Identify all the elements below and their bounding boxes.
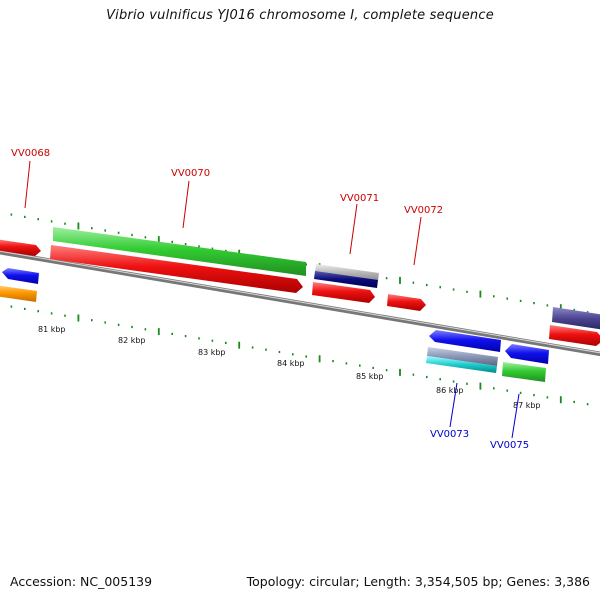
label-leaders bbox=[24, 160, 520, 439]
kbp-scale: 81 kbp 82 kbp 83 kbp 84 kbp 85 kbp 86 kb… bbox=[38, 325, 541, 410]
map-title: Vibrio vulnificus YJ016 chromosome I, co… bbox=[106, 8, 494, 23]
kbp-label: 81 kbp bbox=[38, 325, 66, 334]
accession-info: Accession: NC_005139 bbox=[10, 574, 153, 589]
gene-feature[interactable] bbox=[0, 239, 41, 256]
kbp-label: 84 kbp bbox=[277, 359, 305, 368]
gene-feature[interactable] bbox=[427, 347, 498, 366]
kbp-label: 85 kbp bbox=[356, 372, 384, 381]
gene-feature[interactable] bbox=[549, 325, 600, 346]
gene-feature[interactable] bbox=[315, 264, 379, 281]
gene-label-vv0070[interactable]: VV0070 bbox=[171, 168, 210, 179]
gene-label-vv0068[interactable]: VV0068 bbox=[11, 148, 50, 159]
gene-label-vv0071[interactable]: VV0071 bbox=[340, 193, 379, 204]
gene-feature[interactable] bbox=[429, 330, 501, 352]
kbp-label: 87 kbp bbox=[513, 401, 541, 410]
gene-feature[interactable] bbox=[505, 344, 549, 364]
gene-label-vv0072[interactable]: VV0072 bbox=[404, 205, 443, 216]
gene-feature[interactable] bbox=[50, 245, 303, 293]
topology-info: Topology: circular; Length: 3,354,505 bp… bbox=[246, 574, 590, 589]
gene-labels[interactable]: VV0068 VV0070 VV0071 VV0072 VV0073 VV007… bbox=[11, 148, 529, 451]
reverse-gene-features[interactable] bbox=[426, 330, 549, 382]
gene-feature[interactable] bbox=[502, 362, 546, 382]
gene-feature[interactable] bbox=[552, 307, 600, 330]
gene-feature[interactable] bbox=[314, 271, 378, 288]
kbp-label: 83 kbp bbox=[198, 348, 226, 357]
gene-feature[interactable] bbox=[0, 285, 37, 302]
kbp-label: 82 kbp bbox=[118, 336, 146, 345]
gene-features[interactable] bbox=[0, 227, 600, 346]
lower-tick-track bbox=[10, 305, 589, 406]
gene-feature[interactable] bbox=[426, 356, 497, 373]
gene-label-vv0075[interactable]: VV0075 bbox=[490, 440, 529, 451]
gene-feature[interactable] bbox=[312, 282, 375, 303]
gene-feature[interactable] bbox=[387, 294, 426, 311]
kbp-label: 86 kbp bbox=[436, 386, 464, 395]
gene-label-vv0073[interactable]: VV0073 bbox=[430, 429, 469, 440]
gene-feature[interactable] bbox=[53, 227, 306, 276]
gene-feature[interactable] bbox=[2, 268, 39, 284]
genome-backbone bbox=[0, 249, 600, 357]
